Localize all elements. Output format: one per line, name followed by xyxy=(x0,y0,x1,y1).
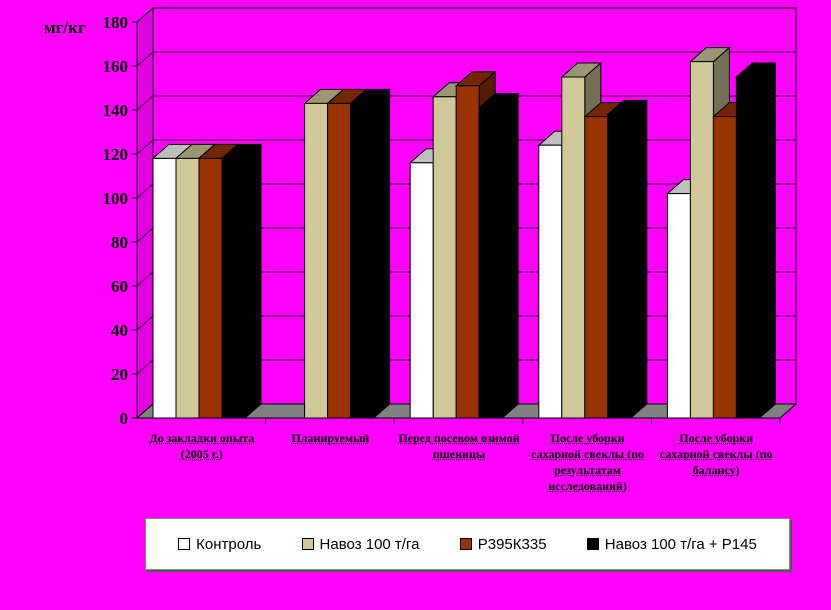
y-tick-label: 100 xyxy=(103,189,129,208)
gridline-side xyxy=(136,139,154,155)
legend-label: Р395К335 xyxy=(477,535,547,553)
bar xyxy=(561,76,586,419)
bar-side xyxy=(758,61,776,420)
legend-item: Контроль xyxy=(178,536,261,553)
bar-side xyxy=(630,99,648,420)
bar xyxy=(735,76,760,419)
y-tick-label: 60 xyxy=(111,277,128,296)
y-tick-label: 160 xyxy=(103,57,129,76)
gridline-side xyxy=(136,359,154,375)
bar xyxy=(689,61,714,419)
legend-label: Навоз 100 т/га + Р145 xyxy=(604,535,757,553)
y-tick-label: 40 xyxy=(111,321,128,340)
bar xyxy=(327,102,352,419)
bar xyxy=(478,107,503,419)
legend-label: Навоз 100 т/га xyxy=(319,535,420,553)
bar xyxy=(198,157,223,419)
gridline-side xyxy=(136,7,154,23)
bar-side xyxy=(501,92,519,420)
gridline-side xyxy=(136,51,154,67)
x-category-label: После уборки сахарной свеклы (по балансу… xyxy=(659,431,773,477)
y-tick-label: 20 xyxy=(111,365,128,384)
bar xyxy=(175,157,200,419)
bar xyxy=(666,193,691,419)
bar xyxy=(607,113,632,419)
y-tick-label: 0 xyxy=(120,409,129,428)
y-tick-label: 180 xyxy=(103,13,129,32)
legend-swatch xyxy=(301,538,314,550)
legend-swatch xyxy=(459,538,472,550)
bar xyxy=(538,144,563,419)
x-category-label: После уборки сахарной свеклы (по результ… xyxy=(531,431,645,493)
chart-legend: Контроль Навоз 100 т/га Р395К335 Навоз 100 … xyxy=(145,518,790,570)
bar xyxy=(712,116,737,419)
legend-swatch xyxy=(586,538,599,550)
y-unit-label: мг/кг xyxy=(44,18,86,37)
bar xyxy=(455,85,480,419)
plot-side-wall xyxy=(136,6,154,420)
legend-item: Навоз 100 т/га + Р145 xyxy=(586,535,757,553)
bar-side xyxy=(373,88,391,420)
legend-swatch xyxy=(178,538,191,550)
gridline-side xyxy=(136,227,154,243)
bar xyxy=(432,96,457,419)
bar-side xyxy=(244,143,262,420)
gridline-side xyxy=(136,95,154,111)
y-tick-label: 140 xyxy=(103,101,129,120)
bar xyxy=(584,116,609,419)
legend-label: Контроль xyxy=(196,535,262,553)
bar xyxy=(409,162,434,419)
legend-item: Р395К335 xyxy=(459,535,547,553)
y-tick-label: 80 xyxy=(111,233,128,252)
bar xyxy=(152,157,177,419)
gridline-side xyxy=(136,271,154,287)
y-tick-label: 120 xyxy=(103,145,129,164)
gridline-side xyxy=(136,315,154,331)
gridline-side xyxy=(136,183,154,199)
bar xyxy=(221,157,246,419)
x-category-label: До закладки опыта (2005 г.) xyxy=(149,431,255,461)
legend-item: Навоз 100 т/га xyxy=(301,535,420,553)
bar xyxy=(304,102,329,419)
x-category-label: Планируемый xyxy=(291,431,370,445)
x-category-label: Перед посевом озимой пшеницы xyxy=(398,431,520,461)
bar xyxy=(350,102,375,419)
